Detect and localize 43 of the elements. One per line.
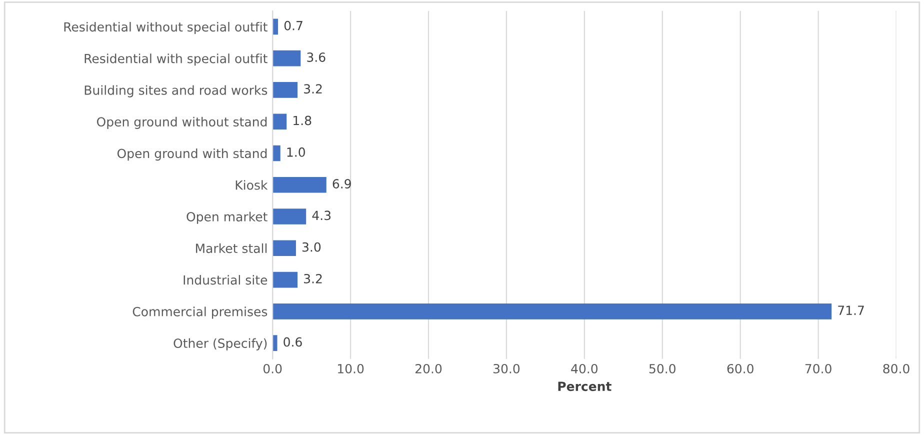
data-label: 4.3 xyxy=(312,210,331,220)
data-label: 1.0 xyxy=(287,147,305,157)
y-tick-label: Open ground without stand xyxy=(96,116,267,129)
bar xyxy=(272,208,306,224)
data-label: 71.7 xyxy=(838,306,864,315)
bar xyxy=(272,82,298,98)
data-label: 3.6 xyxy=(307,52,326,62)
bar xyxy=(272,335,278,351)
bar xyxy=(272,272,298,288)
data-label: 1.8 xyxy=(294,116,312,126)
bar xyxy=(272,176,326,193)
x-tick-label: 30.0 xyxy=(494,364,520,374)
x-tick-label: 70.0 xyxy=(805,364,832,374)
data-label: 3.2 xyxy=(304,84,322,94)
y-tick-label: Commercial premises xyxy=(132,306,268,319)
y-tick-label: Residential with special outfit xyxy=(84,54,268,66)
x-tick-label: 10.0 xyxy=(338,364,364,374)
data-label: 3.0 xyxy=(302,242,321,252)
x-tick-label: 60.0 xyxy=(727,364,754,374)
x-tick-label: 0.0 xyxy=(263,364,282,374)
y-tick-label: Other (Specify) xyxy=(174,338,267,350)
x-tick-label: 40.0 xyxy=(571,364,598,374)
x-tick-label: 80.0 xyxy=(883,364,910,374)
data-label: 6.9 xyxy=(332,179,351,188)
y-tick-label: Residential without special outfit xyxy=(64,22,268,34)
bar xyxy=(272,50,301,66)
x-tick-label: 20.0 xyxy=(416,364,442,374)
bar xyxy=(272,240,296,256)
data-label: 0.7 xyxy=(284,20,302,30)
y-tick-label: Market stall xyxy=(196,243,267,254)
y-tick-label: Kiosk xyxy=(236,180,268,190)
bar xyxy=(272,145,280,162)
x-tick-label: 50.0 xyxy=(649,364,676,374)
y-tick-label: Building sites and road works xyxy=(84,85,268,98)
y-tick-label: Open market xyxy=(186,212,268,224)
y-tick-label: Open ground with stand xyxy=(117,148,267,161)
bar xyxy=(272,114,287,130)
data-label: 3.2 xyxy=(304,274,322,284)
bar xyxy=(272,304,832,320)
data-label: 0.6 xyxy=(284,337,302,347)
x-axis-title: Percent xyxy=(558,382,612,392)
bar xyxy=(272,18,278,35)
y-tick-label: Industrial site xyxy=(184,275,268,285)
